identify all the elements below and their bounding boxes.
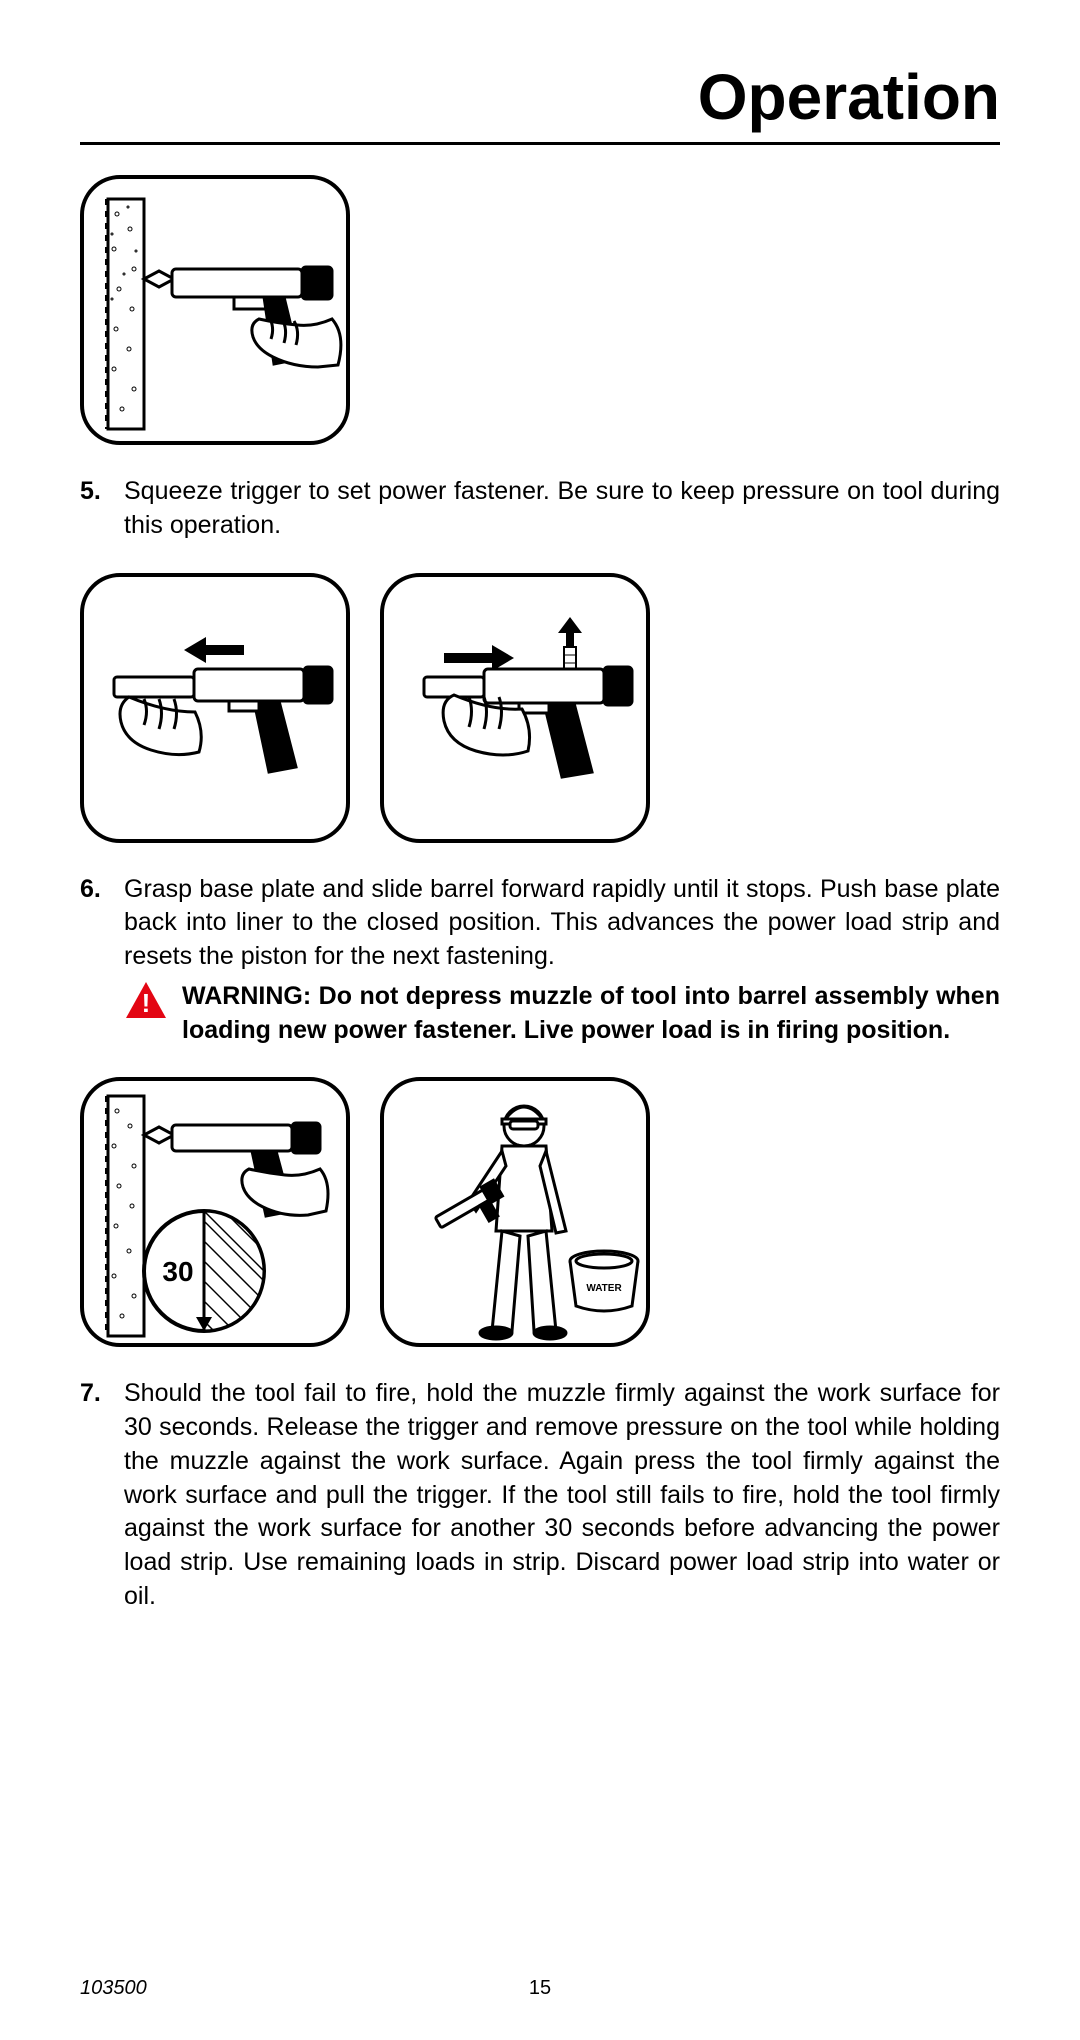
doc-number: 103500 [80, 1977, 147, 2000]
step-number: 7. [80, 1377, 124, 1613]
timer-30-label: 30 [162, 1256, 193, 1287]
step6-text: Grasp base plate and slide barrel forwar… [124, 875, 1000, 971]
warning-icon: ! [124, 980, 168, 1020]
step-number: 6. [80, 873, 124, 1048]
step-number: 5. [80, 475, 124, 543]
warning-label: WARNING: [182, 982, 311, 1010]
figure-row-3: 30 [80, 1077, 1000, 1347]
page-footer: 103500 15 [80, 1977, 1000, 2000]
page-title: Operation [80, 60, 1000, 134]
water-label: WATER [586, 1283, 622, 1294]
svg-text:!: ! [142, 988, 151, 1018]
step-text: Grasp base plate and slide barrel forwar… [124, 873, 1000, 1048]
step-6: 6. Grasp base plate and slide barrel for… [80, 873, 1000, 1048]
warning-row: ! WARNING: Do not depress muzzle of tool… [124, 980, 1000, 1048]
figure-step6a [80, 573, 350, 843]
figure-row-1 [80, 175, 1000, 445]
page-header: Operation [80, 60, 1000, 145]
figure-step7b: WATER [380, 1077, 650, 1347]
step-5: 5. Squeeze trigger to set power fastener… [80, 475, 1000, 543]
page-number: 15 [529, 1977, 551, 2000]
figure-step7a: 30 [80, 1077, 350, 1347]
step-text: Should the tool fail to fire, hold the m… [124, 1377, 1000, 1613]
figure-step6b [380, 573, 650, 843]
step-text: Squeeze trigger to set power fastener. B… [124, 475, 1000, 543]
figure-step5 [80, 175, 350, 445]
step-7: 7. Should the tool fail to fire, hold th… [80, 1377, 1000, 1613]
figure-row-2 [80, 573, 1000, 843]
warning-text: WARNING: Do not depress muzzle of tool i… [182, 980, 1000, 1048]
